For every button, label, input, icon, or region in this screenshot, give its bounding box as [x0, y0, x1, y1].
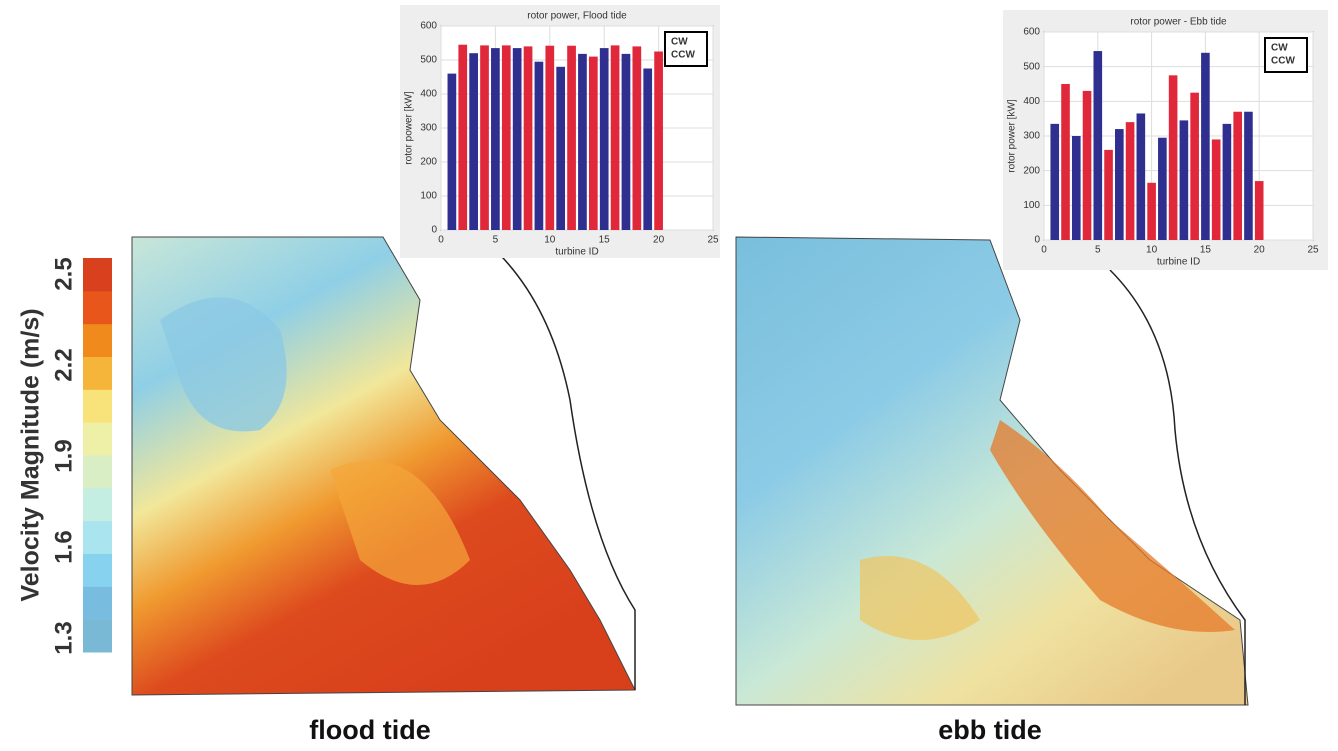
- y-tick-label: 200: [420, 157, 437, 168]
- colorbar-tick-label: 1.9: [50, 439, 77, 472]
- bar: [1223, 124, 1232, 240]
- y-tick-label: 100: [1023, 200, 1040, 211]
- bar: [1083, 91, 1092, 240]
- bar: [1147, 183, 1156, 240]
- x-tick-label: 15: [599, 235, 611, 246]
- legend-entry: CW: [1271, 43, 1288, 54]
- bar: [643, 69, 652, 231]
- y-tick-label: 300: [1023, 131, 1040, 142]
- bar: [1201, 53, 1210, 240]
- color-band: [83, 488, 112, 521]
- color-band: [83, 554, 112, 587]
- bar: [1050, 124, 1059, 240]
- x-tick-label: 10: [1146, 245, 1158, 256]
- color-band: [83, 357, 112, 390]
- bar: [1169, 75, 1178, 240]
- bar: [589, 57, 598, 230]
- flood-map: [132, 237, 635, 695]
- x-tick-label: 20: [1254, 245, 1266, 256]
- colorbar-tick-label: 1.3: [50, 621, 77, 654]
- y-tick-label: 300: [420, 123, 437, 134]
- y-tick-label: 0: [1034, 235, 1040, 246]
- chart-title: rotor power - Ebb tide: [1130, 17, 1227, 28]
- color-band: [83, 586, 112, 619]
- x-tick-label: 5: [1095, 245, 1101, 256]
- colorbar-tick-label: 2.2: [50, 348, 77, 381]
- y-tick-label: 600: [1023, 27, 1040, 38]
- chart-title: rotor power, Flood tide: [527, 11, 627, 22]
- x-tick-label: 0: [1041, 245, 1047, 256]
- bar: [1093, 51, 1102, 240]
- y-tick-label: 0: [431, 225, 437, 236]
- y-tick-label: 600: [420, 21, 437, 32]
- x-tick-label: 15: [1200, 245, 1212, 256]
- figure: flood tide ebb tide 01002003004005006000…: [0, 0, 1338, 751]
- color-band: [83, 455, 112, 488]
- bar: [1190, 93, 1199, 240]
- bar: [622, 54, 631, 230]
- bar: [1137, 113, 1146, 240]
- color-band: [83, 291, 112, 324]
- x-tick-label: 0: [438, 235, 444, 246]
- y-tick-label: 500: [1023, 61, 1040, 72]
- bar: [632, 46, 641, 230]
- bar: [1180, 120, 1189, 240]
- color-band: [83, 258, 112, 291]
- bar: [1104, 150, 1113, 240]
- caption: flood tide: [309, 715, 430, 745]
- x-tick-label: 10: [544, 235, 556, 246]
- y-tick-label: 100: [420, 191, 437, 202]
- color-band: [83, 389, 112, 422]
- bar: [1126, 122, 1135, 240]
- colorbar-tick-label: 2.5: [50, 257, 77, 290]
- bar: [578, 54, 587, 230]
- y-axis-label: rotor power [kW]: [404, 91, 415, 165]
- legend-entry: CCW: [1271, 56, 1295, 67]
- bar: [1233, 112, 1242, 240]
- y-tick-label: 200: [1023, 165, 1040, 176]
- bar: [545, 46, 554, 230]
- y-axis-label: rotor power [kW]: [1007, 99, 1018, 173]
- bar: [556, 67, 565, 230]
- bar: [535, 62, 544, 230]
- x-tick-label: 5: [493, 235, 499, 246]
- ebb-map: [736, 237, 1248, 705]
- bar: [1061, 84, 1070, 240]
- bar: [1212, 139, 1221, 240]
- bar: [1158, 138, 1167, 240]
- colorbar-tick-label: 1.6: [50, 530, 77, 563]
- y-tick-label: 400: [420, 89, 437, 100]
- legend-entry: CCW: [671, 50, 695, 61]
- bar: [502, 45, 511, 230]
- bar: [567, 46, 576, 230]
- bar: [1072, 136, 1081, 240]
- bar: [513, 48, 522, 230]
- caption: ebb tide: [938, 715, 1042, 745]
- bar: [1115, 129, 1124, 240]
- bar: [524, 46, 533, 230]
- x-axis-label: turbine ID: [555, 247, 598, 258]
- bar: [600, 48, 609, 230]
- bar: [491, 48, 500, 230]
- bar: [480, 45, 489, 230]
- color-band: [83, 521, 112, 554]
- bar: [654, 52, 663, 231]
- bar: [469, 53, 478, 230]
- color-band: [83, 422, 112, 455]
- color-band: [83, 619, 112, 652]
- color-band: [83, 324, 112, 357]
- y-tick-label: 500: [420, 55, 437, 66]
- legend-entry: CW: [671, 37, 688, 48]
- x-axis-label: turbine ID: [1157, 257, 1200, 268]
- colorbar-label: Velocity Magnitude (m/s): [17, 308, 45, 601]
- x-tick-label: 25: [707, 235, 719, 246]
- y-tick-label: 400: [1023, 96, 1040, 107]
- x-tick-label: 25: [1307, 245, 1319, 256]
- bar: [458, 45, 467, 230]
- bar: [1244, 112, 1253, 240]
- x-tick-label: 20: [653, 235, 665, 246]
- bar: [611, 45, 620, 230]
- bar: [448, 74, 457, 230]
- bar: [1255, 181, 1264, 240]
